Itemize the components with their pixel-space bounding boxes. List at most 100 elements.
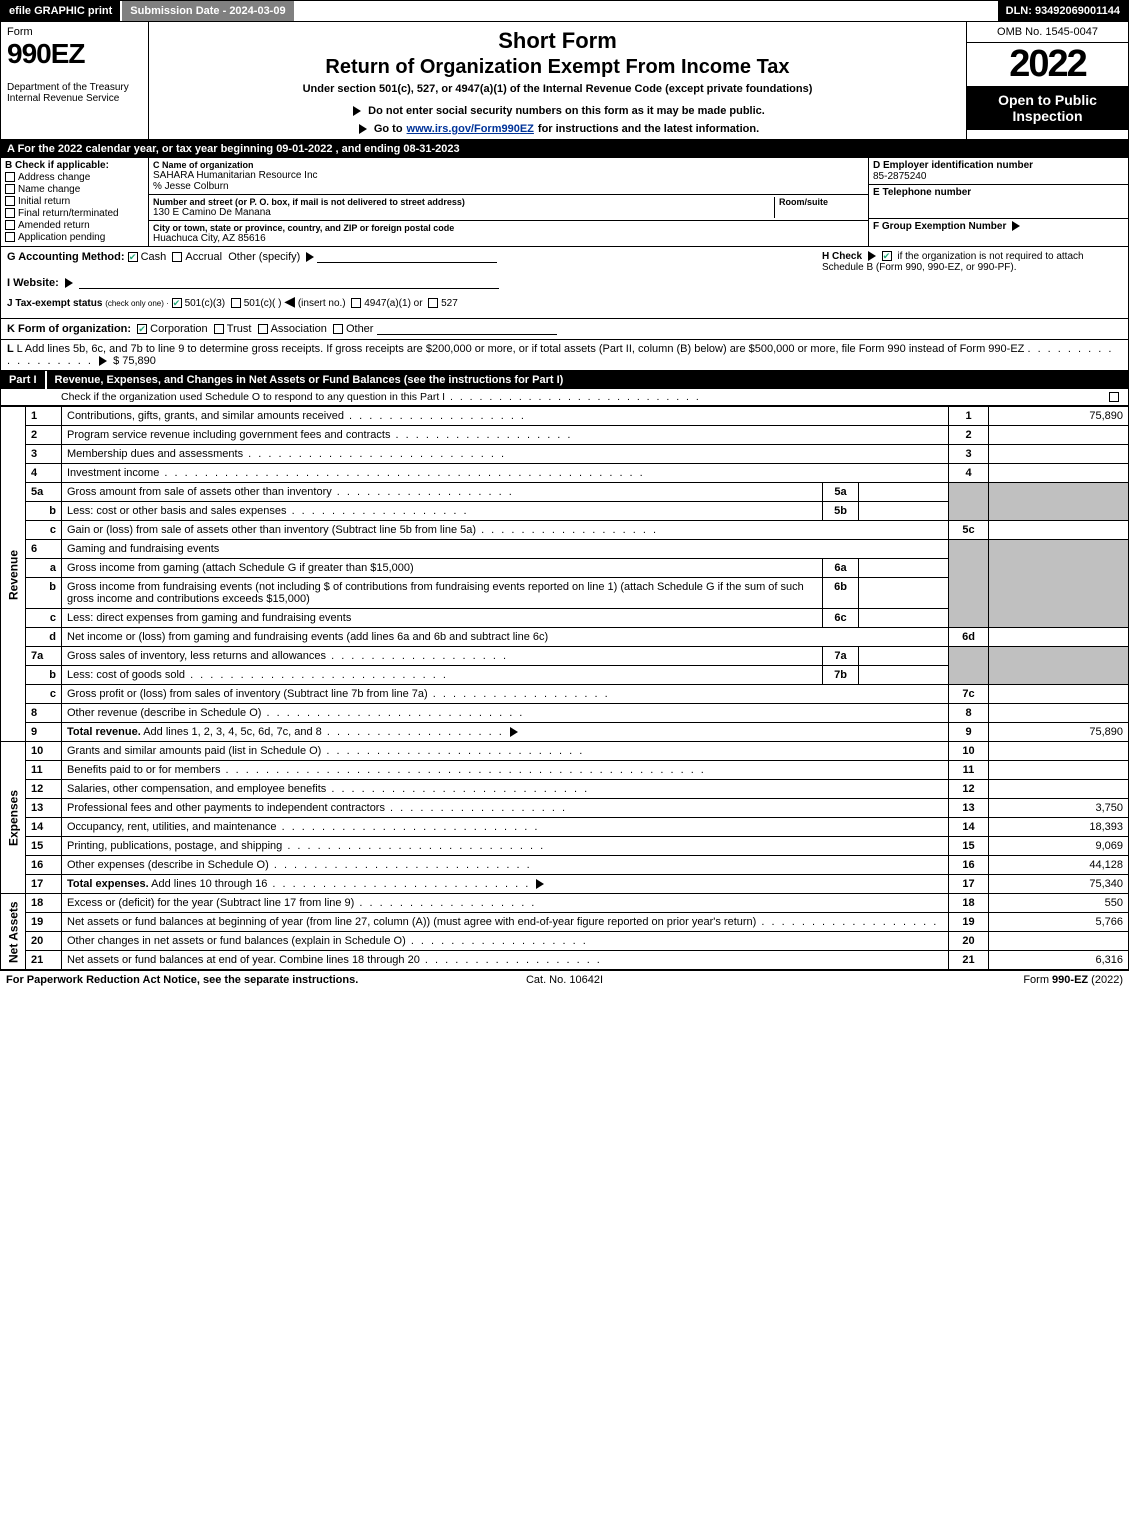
val-7b xyxy=(859,666,949,685)
part1-tag: Part I xyxy=(1,371,47,389)
g-other-fill[interactable] xyxy=(317,251,497,263)
table-row: 19 Net assets or fund balances at beginn… xyxy=(1,913,1129,932)
col-b-heading: B Check if applicable: xyxy=(5,160,144,171)
k-corp: Corporation xyxy=(150,323,207,335)
line-l-amount: $ 75,890 xyxy=(113,355,156,367)
chk-527[interactable] xyxy=(428,298,438,308)
page-footer: For Paperwork Reduction Act Notice, see … xyxy=(0,970,1129,989)
table-row: 14 Occupancy, rent, utilities, and maint… xyxy=(1,818,1129,837)
j-501c3: 501(c)(3) xyxy=(185,298,226,309)
desc-11: Benefits paid to or for members xyxy=(67,764,220,776)
org-name-block: C Name of organization SAHARA Humanitari… xyxy=(149,158,868,195)
chk-4947[interactable] xyxy=(351,298,361,308)
chk-initial-return[interactable]: Initial return xyxy=(5,196,144,207)
val-4 xyxy=(989,464,1129,483)
chk-accrual[interactable] xyxy=(172,252,182,262)
line-l: L L Add lines 5b, 6c, and 7b to line 9 t… xyxy=(0,340,1129,371)
desc-6d: Net income or (loss) from gaming and fun… xyxy=(67,631,548,643)
triangle-icon xyxy=(353,106,361,116)
desc-17: Add lines 10 through 16 xyxy=(151,878,267,890)
part1-check-note-text: Check if the organization used Schedule … xyxy=(61,391,445,403)
chk-address-change[interactable]: Address change xyxy=(5,172,144,183)
chk-501c[interactable] xyxy=(231,298,241,308)
website-fill[interactable] xyxy=(79,277,499,289)
desc-6a: Gross income from gaming (attach Schedul… xyxy=(67,562,414,574)
j-501c: 501(c)( ) xyxy=(244,298,282,309)
submission-date-label: Submission Date - 2024-03-09 xyxy=(120,1,293,21)
table-row: 11 Benefits paid to or for members 11 xyxy=(1,761,1129,780)
tax-year: 2022 xyxy=(967,43,1128,86)
group-exemption-block: F Group Exemption Number xyxy=(869,219,1128,234)
chk-application-pending[interactable]: Application pending xyxy=(5,232,144,243)
label-city: City or town, state or province, country… xyxy=(153,223,864,233)
val-6d xyxy=(989,628,1129,647)
line-l-text: L Add lines 5b, 6c, and 7b to line 9 to … xyxy=(17,343,1025,355)
val-8 xyxy=(989,704,1129,723)
desc-2: Program service revenue including govern… xyxy=(67,429,390,441)
chk-part1-schedule-o[interactable] xyxy=(1109,392,1119,402)
table-row: 4 Investment income 4 xyxy=(1,464,1129,483)
directive-no-ssn: Do not enter social security numbers on … xyxy=(157,105,958,117)
k-label: K Form of organization: xyxy=(7,323,131,335)
val-5b xyxy=(859,502,949,521)
chk-final-return[interactable]: Final return/terminated xyxy=(5,208,144,219)
footer-left: For Paperwork Reduction Act Notice, see … xyxy=(6,974,378,986)
k-assoc: Association xyxy=(271,323,327,335)
g-cash: Cash xyxy=(141,251,167,263)
chk-other[interactable] xyxy=(333,324,343,334)
i-row: I Website: xyxy=(7,277,1122,289)
chk-h-not-required[interactable] xyxy=(882,251,892,261)
triangle-icon xyxy=(536,879,544,889)
row-a-period: A For the 2022 calendar year, or tax yea… xyxy=(0,140,1129,158)
table-row: 12 Salaries, other compensation, and emp… xyxy=(1,780,1129,799)
table-row: 8 Other revenue (describe in Schedule O)… xyxy=(1,704,1129,723)
city-block: City or town, state or province, country… xyxy=(149,221,868,246)
chk-cash[interactable] xyxy=(128,252,138,262)
g-label: G Accounting Method: xyxy=(7,251,125,263)
table-row: 17 Total expenses. Add lines 10 through … xyxy=(1,875,1129,894)
table-row: 15 Printing, publications, postage, and … xyxy=(1,837,1129,856)
efile-print-label[interactable]: efile GRAPHIC print xyxy=(1,1,120,21)
city-value: Huachuca City, AZ 85616 xyxy=(153,233,864,244)
j-527: 527 xyxy=(441,298,458,309)
chk-association[interactable] xyxy=(258,324,268,334)
label-group-exemption: F Group Exemption Number xyxy=(873,221,1006,232)
col-def: D Employer identification number 85-2875… xyxy=(868,158,1128,246)
val-17: 75,340 xyxy=(989,875,1129,894)
under-section-text: Under section 501(c), 527, or 4947(a)(1)… xyxy=(157,83,958,95)
part1-header: Part I Revenue, Expenses, and Changes in… xyxy=(0,371,1129,389)
desc-6b: Gross income from fundraising events (no… xyxy=(67,581,804,605)
directive-goto: Go to www.irs.gov/Form990EZ for instruct… xyxy=(157,123,958,135)
table-row: 5a Gross amount from sale of assets othe… xyxy=(1,483,1129,502)
chk-trust[interactable] xyxy=(214,324,224,334)
chk-corporation[interactable] xyxy=(137,324,147,334)
val-7a xyxy=(859,647,949,666)
open-inspection-badge: Open to Public Inspection xyxy=(967,86,1128,130)
phone-block: E Telephone number xyxy=(869,185,1128,219)
desc-15: Printing, publications, postage, and shi… xyxy=(67,840,282,852)
val-6c xyxy=(859,609,949,628)
k-row: K Form of organization: Corporation Trus… xyxy=(0,319,1129,340)
ein-block: D Employer identification number 85-2875… xyxy=(869,158,1128,185)
form-label: Form xyxy=(7,26,142,38)
chk-amended-return[interactable]: Amended return xyxy=(5,220,144,231)
triangle-icon xyxy=(1012,221,1020,231)
i-label: I Website: xyxy=(7,277,59,289)
part1-table: Revenue 1 Contributions, gifts, grants, … xyxy=(0,406,1129,970)
triangle-icon xyxy=(99,356,107,366)
top-bar: efile GRAPHIC print Submission Date - 20… xyxy=(0,0,1129,22)
chk-501c3[interactable] xyxy=(172,298,182,308)
val-6b xyxy=(859,578,949,609)
val-6a xyxy=(859,559,949,578)
g-other: Other (specify) xyxy=(228,251,300,263)
desc-7b: Less: cost of goods sold xyxy=(67,669,185,681)
topbar-spacer xyxy=(294,1,998,21)
val-12 xyxy=(989,780,1129,799)
irs-link[interactable]: www.irs.gov/Form990EZ xyxy=(407,123,534,135)
triangle-icon xyxy=(359,124,367,134)
directive2-post: for instructions and the latest informat… xyxy=(538,123,759,135)
chk-name-change[interactable]: Name change xyxy=(5,184,144,195)
form-number: 990EZ xyxy=(7,38,142,70)
table-row: 7a Gross sales of inventory, less return… xyxy=(1,647,1129,666)
k-other-fill[interactable] xyxy=(377,323,557,335)
